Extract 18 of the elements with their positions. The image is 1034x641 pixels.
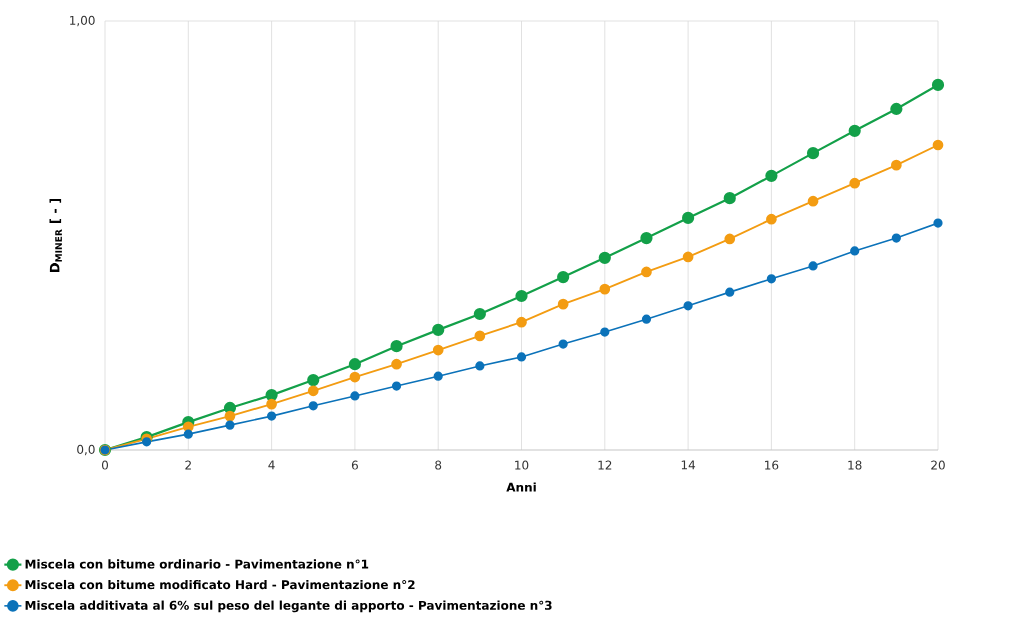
x-tick-label: 6 <box>351 460 358 470</box>
x-tick-label: 10 <box>515 460 529 470</box>
legend-label: Miscela con bitume modificato Hard - Pavimentazione n°2 <box>25 579 415 590</box>
y-tick-label: 0,0 <box>77 444 95 456</box>
x-tick-label: 20 <box>931 460 945 470</box>
y-axis-title: D$_{MINER}$ [ - ] <box>49 198 62 273</box>
x-axis-title: Anni <box>506 482 536 492</box>
x-tick-label: 18 <box>848 460 862 470</box>
x-tick-label: 8 <box>435 460 442 470</box>
x-tick-label: 4 <box>268 460 275 470</box>
x-tick-label: 2 <box>185 460 191 470</box>
legend-label: Miscela additivata al 6% sul peso del legante di apporto - Pavimentazione n°3 <box>25 600 552 613</box>
x-tick-label: 0 <box>101 460 109 470</box>
x-tick-label: 16 <box>765 460 779 470</box>
legend-label: Miscela con bitume ordinario - Pavimentazione n°1 <box>25 559 369 569</box>
y-tick-label: 1,00 <box>70 15 95 27</box>
x-tick-label: 12 <box>598 460 612 470</box>
x-tick-label: 14 <box>681 460 696 470</box>
